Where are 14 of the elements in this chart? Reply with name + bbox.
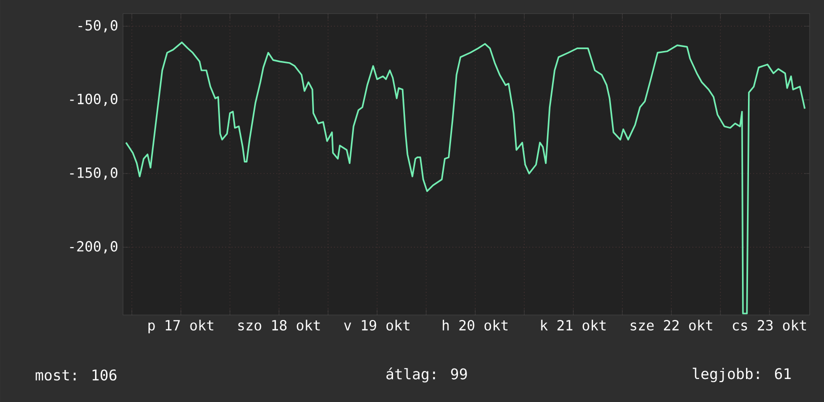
- x-tick-label: h 20 okt: [442, 320, 508, 331]
- x-tick-label: cs 23 okt: [732, 320, 806, 331]
- x-tick-label: k 21 okt: [541, 320, 606, 331]
- text: legjobb: 61: [692, 368, 791, 382]
- y-tick-label: -100,0: [70, 94, 118, 106]
- x-tick-label: sze 22 okt: [630, 320, 712, 331]
- x-tick-label: szo 18 okt: [238, 320, 320, 331]
- text: átlag: 99: [386, 368, 467, 382]
- y-tick-label: -150,0: [70, 167, 118, 180]
- y-tick-label: -200,0: [70, 241, 118, 254]
- x-tick-label: p 17 okt: [148, 320, 214, 334]
- x-tick-label: v 19 okt: [344, 320, 410, 331]
- y-tick-label: -50,0: [78, 20, 118, 32]
- text: most: 106: [36, 369, 116, 381]
